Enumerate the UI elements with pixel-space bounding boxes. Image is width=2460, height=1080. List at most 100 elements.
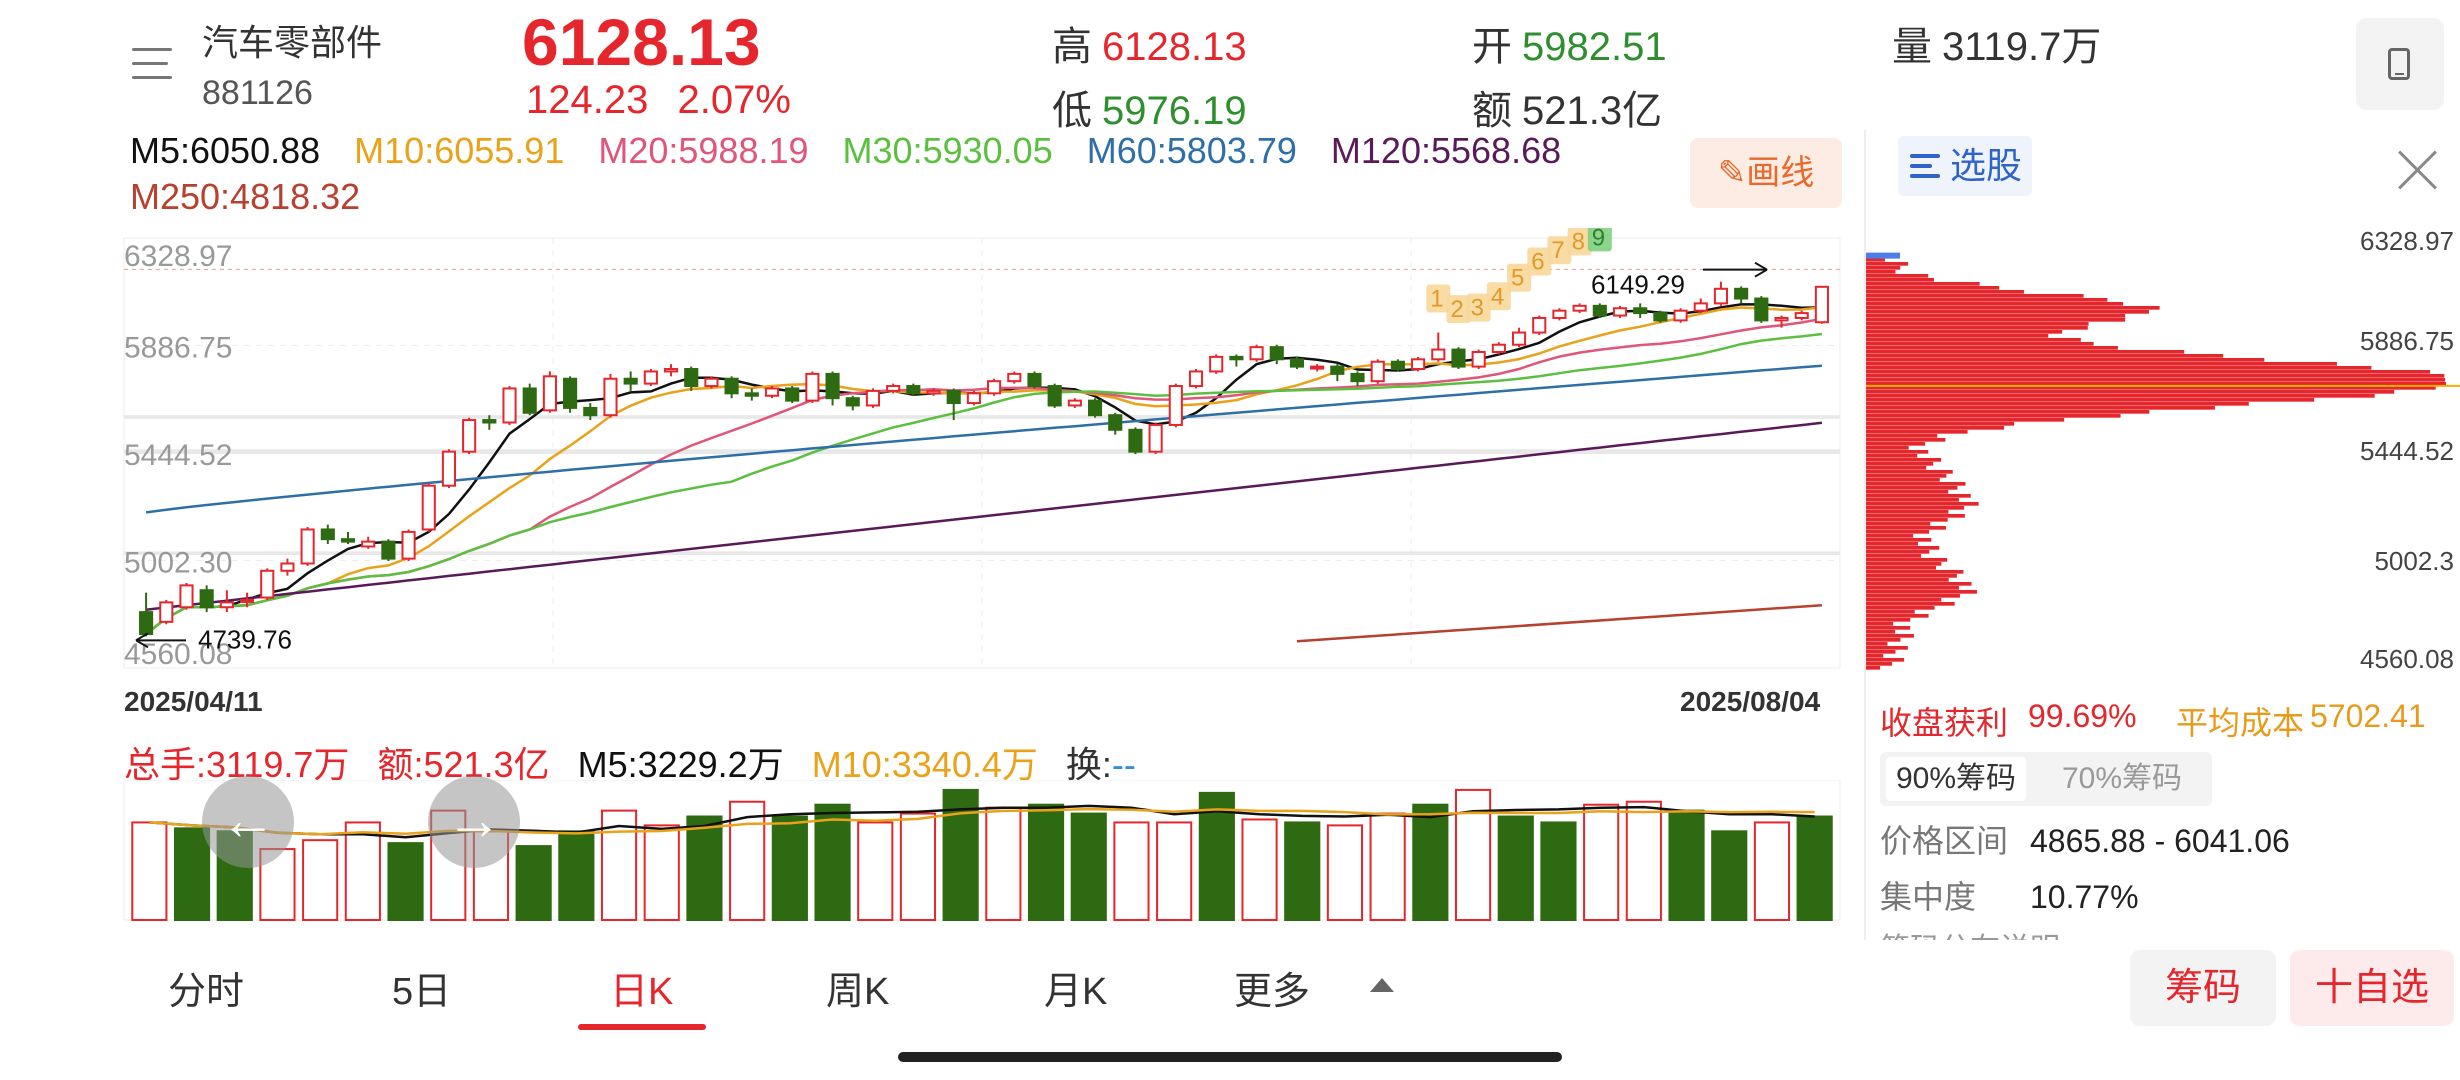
caret-up-icon[interactable] — [1370, 978, 1394, 992]
draw-line-button[interactable]: ✎画线 — [1690, 138, 1842, 208]
chip-bar — [1866, 654, 1884, 658]
profit-label: 收盘获利 — [1880, 705, 2009, 741]
candle-body — [1734, 287, 1749, 300]
scroll-right-button[interactable]: → — [428, 776, 520, 868]
kline-chart[interactable]: 6328.975886.755444.525002.304560.086149.… — [0, 228, 1864, 682]
pencil-icon: ✎ — [1717, 154, 1747, 192]
candle-body — [1350, 372, 1365, 383]
chip-bar — [1866, 662, 1893, 666]
low-arrow-head — [135, 632, 149, 649]
chip-bar — [1866, 338, 2081, 342]
tab-monthly-k[interactable]: 月K — [1044, 971, 1108, 1013]
stock-picker-button[interactable]: 选股 — [1898, 136, 2032, 196]
candle-body — [563, 377, 578, 409]
chip-bar — [1866, 302, 2124, 306]
candle-body — [1087, 399, 1103, 417]
candle-body — [1451, 348, 1466, 368]
candle-body — [522, 387, 537, 414]
chip-bar — [1866, 298, 2108, 302]
volume-bar — [1284, 821, 1321, 921]
volume-bar — [814, 803, 851, 921]
candle-body — [1269, 346, 1284, 361]
home-indicator[interactable] — [898, 1052, 1562, 1062]
tab-90-chips[interactable]: 90%筹码 — [1886, 757, 2027, 801]
candle-body — [441, 450, 457, 487]
moving-average-legend: M5:6050.88 M10:6055.91 M20:5988.19 M30:5… — [130, 128, 1690, 220]
low-annotation: 4739.76 — [198, 624, 292, 654]
td-count-label: 8 — [1572, 228, 1585, 255]
chip-bar — [1866, 446, 1909, 450]
td-count-box — [1587, 228, 1612, 252]
candle-body — [825, 372, 840, 400]
chip-bar — [1866, 610, 1915, 614]
chip-bar — [1866, 574, 1957, 578]
scroll-left-button[interactable]: ← — [202, 776, 294, 868]
ma10-label: M10:6055.91 — [354, 130, 565, 171]
candle-body — [260, 569, 275, 599]
candle-body — [1471, 351, 1486, 368]
list-icon — [1910, 154, 1940, 178]
candle-body — [1370, 360, 1385, 383]
tab-daily-k[interactable]: 日K — [610, 971, 674, 1013]
chip-bar — [1866, 618, 1911, 622]
volume-bar — [1796, 815, 1833, 922]
volume-bar — [1454, 788, 1492, 922]
chip-bar — [1866, 602, 1955, 606]
chip-bar — [1866, 362, 2337, 366]
tab-70-chips[interactable]: 70%筹码 — [2062, 762, 2183, 795]
td-count-label: 3 — [1471, 295, 1484, 322]
volume-bar — [1540, 821, 1577, 921]
chip-bar — [1866, 586, 1959, 590]
avg-cost-label: 平均成本 — [2176, 705, 2305, 741]
chip-bar — [1866, 438, 1946, 442]
y-tick-label: 5002.30 — [124, 547, 232, 580]
price-change: 124.23 2.07% — [526, 78, 791, 123]
chip-bar — [1866, 482, 1966, 486]
candle-body — [361, 540, 376, 548]
vol-m5-label: M5:3229.2万 — [577, 744, 784, 785]
candle-body — [643, 370, 658, 385]
chip-bar — [1866, 430, 1968, 434]
arrow-left-icon: ← — [220, 788, 276, 851]
candle-body — [1612, 307, 1628, 317]
tab-weekly-k[interactable]: 周K — [826, 971, 890, 1013]
chips-button[interactable]: 筹码 — [2130, 950, 2276, 1026]
volume-bar — [1369, 812, 1406, 921]
candle-body — [987, 380, 1002, 395]
high-arrow-head — [1754, 261, 1768, 278]
tab-intraday[interactable]: 分时 — [168, 971, 245, 1013]
candle-body — [1168, 385, 1183, 426]
chip-bar — [1866, 450, 1929, 454]
chip-bar — [1866, 514, 1965, 518]
candle-body — [603, 377, 618, 417]
landscape-toggle-button[interactable] — [2356, 18, 2444, 110]
tab-5day[interactable]: 5日 — [392, 971, 452, 1013]
candle-body — [1148, 423, 1163, 453]
chip-explanation-link[interactable]: 筹码分布说明 — [1880, 924, 2060, 940]
chip-bar — [1866, 378, 2446, 382]
candle-body — [179, 584, 194, 609]
chip-bar — [1866, 498, 1959, 502]
volume-bar — [558, 830, 595, 922]
candle-body — [805, 372, 820, 402]
menu-icon[interactable] — [128, 40, 176, 88]
candle-body — [926, 389, 941, 395]
candle-body — [1047, 385, 1062, 407]
close-icon[interactable] — [2396, 148, 2440, 192]
add-favorite-button[interactable]: 十自选 — [2290, 950, 2454, 1026]
high-annotation: 6149.29 — [1591, 270, 1685, 300]
volume-bar — [899, 812, 937, 921]
y-tick-label: 5444.52 — [124, 439, 232, 472]
candle-body — [462, 419, 477, 453]
turnover-value: -- — [1111, 744, 1136, 785]
current-chip-marker — [1866, 252, 1900, 259]
tab-more[interactable]: 更多 — [1234, 971, 1311, 1013]
chip-bar — [1866, 578, 1949, 582]
candle-body — [1390, 360, 1405, 371]
chip-bar — [1866, 642, 1888, 646]
candle-body — [1592, 304, 1607, 317]
chip-bar — [1866, 434, 1938, 438]
chip-bar — [1866, 538, 1932, 542]
volume-bar — [515, 845, 552, 921]
candle-body — [1431, 348, 1446, 361]
